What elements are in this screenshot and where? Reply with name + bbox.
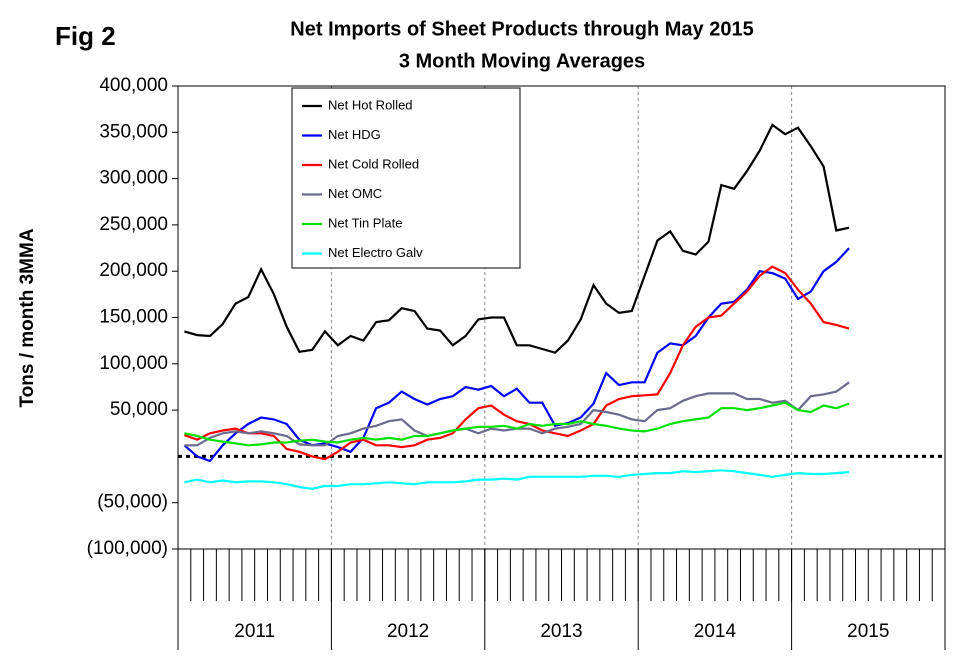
plot-frame — [177, 85, 946, 550]
legend-label: Net Tin Plate — [328, 215, 402, 230]
y-tick-label: 200,000 — [99, 260, 168, 281]
y-tick-label: 50,000 — [110, 399, 168, 420]
y-tick-label: (50,000) — [97, 492, 168, 513]
x-group-label: 2012 — [387, 621, 429, 642]
legend-label: Net OMC — [328, 186, 382, 201]
x-group-label: 2014 — [694, 621, 737, 642]
y-tick-label: 250,000 — [99, 214, 168, 235]
series-line — [184, 265, 850, 461]
series-line — [183, 247, 850, 463]
y-tick-label: 100,000 — [99, 353, 168, 374]
x-group-label: 2015 — [847, 621, 889, 642]
series-line — [184, 381, 850, 447]
legend-label: Net HDG — [328, 127, 381, 142]
legend-label: Net Cold Rolled — [328, 156, 419, 171]
y-tick-label: 350,000 — [99, 121, 168, 142]
y-tick-label: 150,000 — [99, 307, 168, 328]
series-line — [184, 123, 850, 354]
y-tick-label: 300,000 — [99, 168, 168, 189]
chart-title: Net Imports of Sheet Products through Ma… — [290, 18, 753, 40]
y-tick-label: (100,000) — [87, 538, 168, 559]
series-line — [184, 469, 850, 490]
x-group-label: 2013 — [540, 621, 582, 642]
y-tick-label: 400,000 — [99, 75, 168, 96]
legend-box — [291, 87, 521, 269]
chart-subtitle: 3 Month Moving Averages — [399, 50, 645, 72]
y-axis-label: Tons / month 3MMA — [17, 228, 38, 407]
legend-label: Net Hot Rolled — [328, 97, 413, 112]
series-line — [184, 401, 850, 447]
figure-label: Fig 2 — [55, 21, 116, 51]
legend-label: Net Electro Galv — [328, 245, 423, 260]
x-group-label: 2011 — [234, 621, 275, 642]
